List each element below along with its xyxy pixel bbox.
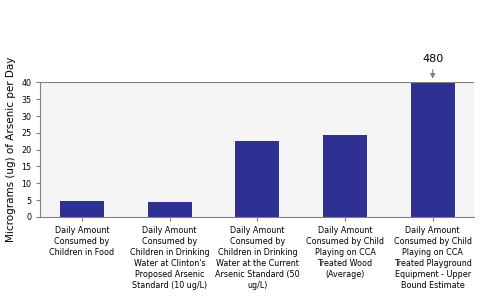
Bar — [235, 141, 279, 217]
Bar — [60, 201, 104, 217]
Bar — [323, 135, 367, 217]
Y-axis label: Micrograms (ug) of Arsenic per Day: Micrograms (ug) of Arsenic per Day — [6, 57, 15, 242]
Bar — [148, 202, 192, 217]
Bar — [411, 82, 455, 217]
Text: 480: 480 — [422, 54, 443, 77]
